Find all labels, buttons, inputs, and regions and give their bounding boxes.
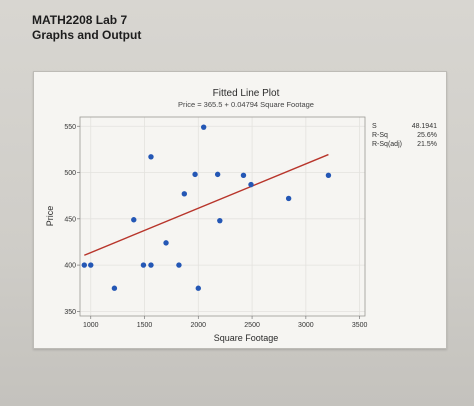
data-point xyxy=(148,262,154,268)
data-point xyxy=(88,262,94,268)
y-tick-label: 500 xyxy=(64,170,76,177)
stat-label: R-Sq(adj) xyxy=(372,141,402,148)
document-title: MATH2208 Lab 7 xyxy=(32,13,128,27)
data-point xyxy=(214,171,221,178)
data-point xyxy=(195,285,202,291)
data-point xyxy=(163,240,169,246)
axis-ticks: 1000 1500 2000 2500 3000 3500 350 400 450 500 550 xyxy=(64,124,367,329)
data-point xyxy=(111,285,118,291)
data-points xyxy=(81,124,332,291)
gridlines xyxy=(80,117,365,316)
x-tick-label: 3500 xyxy=(352,322,368,329)
data-point xyxy=(240,172,247,179)
x-tick-label: 2500 xyxy=(244,322,260,329)
data-point xyxy=(248,181,254,188)
data-point xyxy=(148,154,154,160)
x-axis-label: Square Footage xyxy=(214,333,279,343)
x-tick-label: 2000 xyxy=(191,322,207,329)
data-point xyxy=(181,191,188,197)
data-point xyxy=(176,262,182,268)
stat-label: R-Sq xyxy=(372,132,388,139)
chart-subtitle: Price = 365.5 + 0.04794 Square Footage xyxy=(178,100,314,109)
data-point xyxy=(325,172,332,179)
x-tick-label: 1000 xyxy=(83,322,99,329)
x-tick-label: 1500 xyxy=(137,322,153,329)
data-point xyxy=(285,195,292,202)
chart-title: Fitted Line Plot xyxy=(213,88,280,99)
fitted-regression-line xyxy=(84,153,329,256)
stat-label: S xyxy=(372,123,377,130)
x-tick-label: 3000 xyxy=(298,322,314,329)
regression-stats: S 48.1941 R-Sq 25.6% R-Sq(adj) 21.5% xyxy=(372,123,437,148)
y-tick-label: 450 xyxy=(64,216,76,223)
y-axis-label: Price xyxy=(45,206,55,227)
y-tick-label: 400 xyxy=(64,263,76,270)
data-point xyxy=(81,262,88,268)
stat-value: 21.5% xyxy=(417,141,437,148)
stat-value: 48.1941 xyxy=(412,123,437,130)
data-point xyxy=(140,262,147,268)
plot-frame xyxy=(79,116,366,317)
data-point xyxy=(217,217,223,224)
document-subtitle: Graphs and Output xyxy=(32,28,142,42)
data-point xyxy=(200,124,207,130)
fit-line-layer xyxy=(84,153,329,256)
stat-value: 25.6% xyxy=(417,132,437,139)
data-point xyxy=(131,217,137,223)
y-tick-label: 550 xyxy=(64,124,76,131)
y-tick-label: 350 xyxy=(64,309,76,316)
data-point xyxy=(192,171,198,178)
